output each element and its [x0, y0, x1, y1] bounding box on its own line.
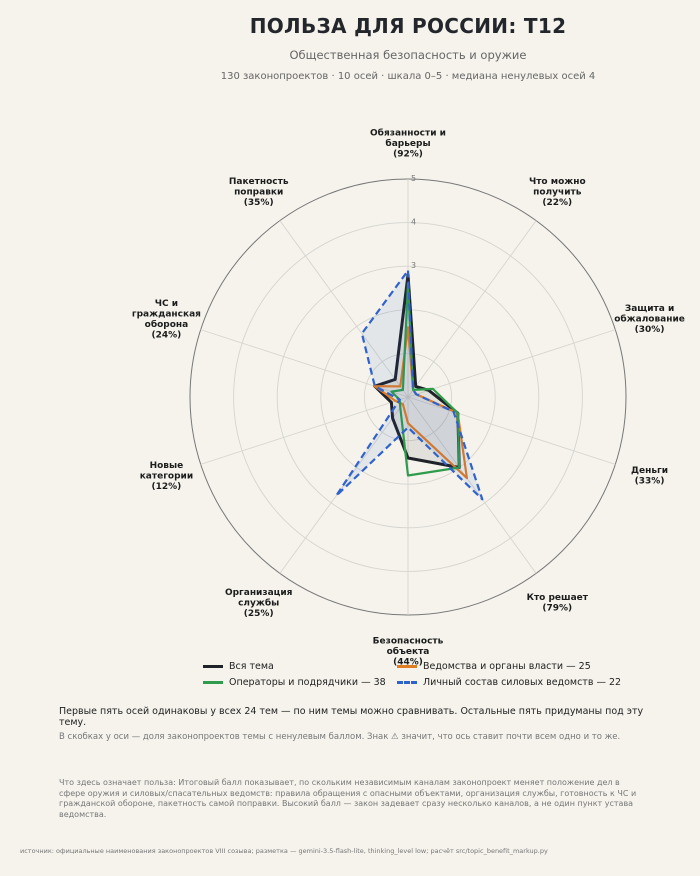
radar-spoke	[407, 396, 616, 465]
legend-swatch	[203, 664, 223, 668]
legend-swatch	[203, 680, 223, 684]
radar-axis-label: Новые категории (12%)	[140, 461, 193, 492]
radar-series-3	[390, 282, 461, 477]
legend-item-agencies: Ведомства и органы власти — 25	[397, 660, 623, 672]
note-benefit-meaning: Что здесь означает польза: Итоговый балл…	[59, 778, 637, 819]
page-subtitle: Общественная безопасность и оружие	[289, 48, 527, 62]
radar-axis-label: Безопасность объекта (44%)	[373, 637, 444, 668]
radar-ring-label: 5	[411, 174, 416, 183]
page-meta: 130 законопроектов · 10 осей · шкала 0–5…	[220, 71, 596, 82]
legend-item-operators: Операторы и подрядчики — 38	[203, 676, 397, 688]
radar-axis-label: Обязанности и барьеры (92%)	[370, 128, 446, 160]
legend-swatch	[397, 680, 417, 684]
radar-spoke	[200, 396, 409, 465]
page-title: ПОЛЬЗА ДЛЯ РОССИИ: Т12	[249, 14, 567, 38]
radar-spoke	[407, 220, 537, 398]
radar-axis-label: Пакетность поправки (35%)	[229, 177, 289, 208]
radar-ring-label: 3	[411, 261, 416, 270]
legend-item-whole-topic: Вся тема	[203, 660, 397, 672]
chart-legend: Вся тема Ведомства и органы власти — 25 …	[203, 660, 623, 688]
radar-spoke	[407, 329, 616, 398]
radar-axis-label: ЧС и гражданская оборона (24%)	[132, 299, 201, 341]
legend-swatch	[397, 664, 417, 668]
radar-chart: 3 4 5 Обязанности и барьеры (92%) Что можно пол…	[132, 128, 685, 668]
radar-spoke	[407, 396, 537, 574]
legend-label: Операторы и подрядчики — 38	[229, 676, 386, 688]
radar-axis-label: Что можно получить (22%)	[529, 177, 586, 208]
legend-label: Личный состав силовых ведомств — 22	[423, 676, 622, 688]
radar-series-4	[335, 269, 484, 501]
radar-spoke	[279, 220, 409, 398]
radar-axis-label: Организация службы (25%)	[225, 588, 293, 619]
source-note: источник: официальные наименования закон…	[20, 847, 548, 855]
radar-ring-label: 4	[411, 218, 416, 227]
note-comparable-axes: Первые пять осей одинаковы у всех 24 тем…	[59, 706, 644, 728]
legend-label: Вся тема	[229, 660, 274, 672]
radar-axis-label: Кто решает (79%)	[527, 593, 589, 614]
legend-label: Ведомства и органы власти — 25	[423, 660, 591, 672]
note-parentheses: В скобках у оси — доля законопроектов те…	[59, 732, 621, 742]
legend-item-personnel: Личный состав силовых ведомств — 22	[397, 676, 623, 688]
radar-axis-label: Деньги (33%)	[631, 466, 668, 487]
radar-axis-label: Защита и обжалование (30%)	[614, 304, 685, 335]
